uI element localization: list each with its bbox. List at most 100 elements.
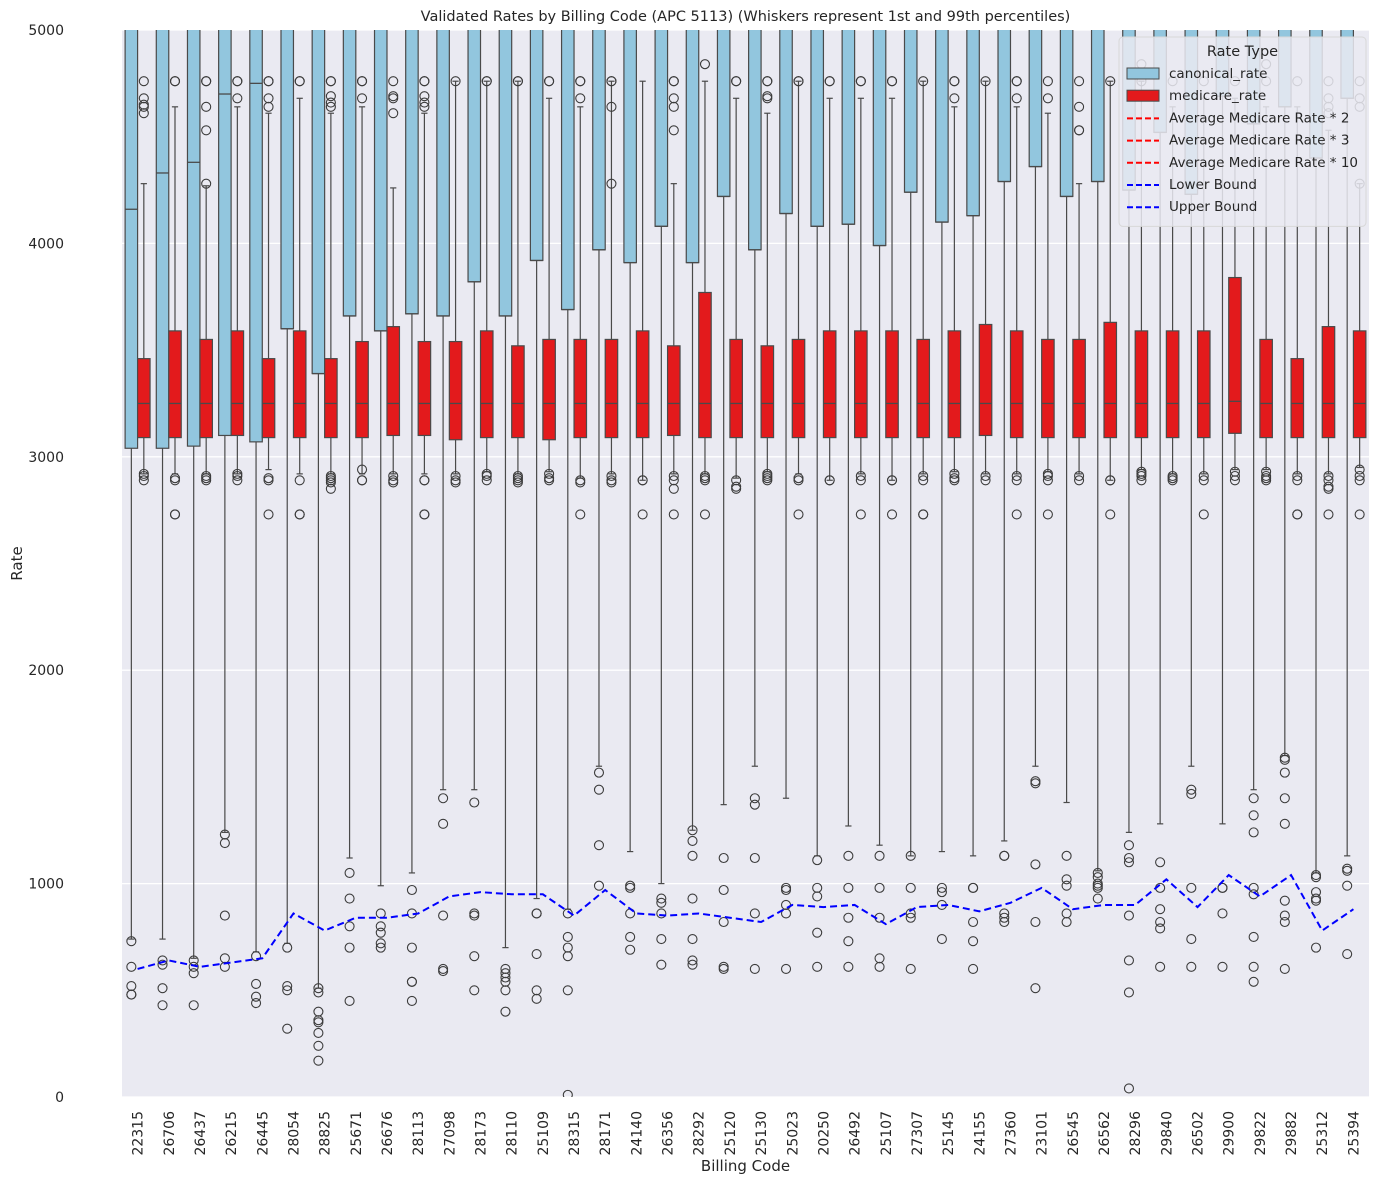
canonical-26356-flier: [656, 908, 667, 919]
medicare-20250-flier: [824, 76, 835, 87]
canonical-28171-flier: [593, 767, 605, 778]
medicare-28171-flier: [606, 470, 617, 482]
medicare-26356-flier: [668, 509, 679, 520]
canonical-28825-flier: [313, 1055, 324, 1066]
medicare-26356-flier: [668, 470, 679, 482]
medicare-26502-flier: [1198, 475, 1209, 486]
canonical-26437-box: [186, 30, 201, 447]
canonical-26676: [373, 30, 388, 953]
canonical-24155-flier: [968, 936, 979, 947]
canonical-26356: [654, 30, 669, 970]
medicare-26492-flier: [855, 470, 866, 482]
canonical-29900-flier: [1217, 908, 1228, 919]
canonical-26445-box: [249, 30, 263, 443]
legend-item: Average Medicare Rate * 2: [1127, 110, 1349, 126]
legend-item: Average Medicare Rate * 10: [1127, 155, 1358, 171]
canonical-25109-flier: [531, 948, 542, 960]
canonical-20250-flier: [812, 961, 823, 972]
x-tick-label: 26215: [224, 1111, 240, 1156]
canonical-25023-flier: [780, 908, 792, 919]
y-tick-label: 0: [55, 1090, 64, 1106]
x-tick-label: 26502: [1191, 1111, 1207, 1156]
canonical-28315-flier: [562, 985, 573, 996]
canonical-28110-box: [498, 30, 513, 317]
medicare-24140-box: [635, 330, 650, 439]
medicare-26676-flier: [388, 91, 399, 102]
canonical-28113-box: [405, 30, 419, 315]
medicare-28315-box: [573, 338, 588, 439]
medicare-28173-flier: [481, 76, 492, 87]
canonical-28296-flier: [1123, 910, 1135, 921]
canonical-28292-flier: [687, 825, 698, 836]
canonical-25107-flier: [874, 850, 885, 861]
canonical-28054-flier: [282, 980, 293, 992]
medicare-28315: [573, 76, 588, 520]
medicare-26356-flier: [668, 76, 679, 87]
canonical-24155: [966, 30, 980, 975]
canonical-22315-flier: [126, 936, 137, 947]
medicare-27360-box: [1009, 330, 1024, 439]
medicare-27307-box: [916, 338, 931, 439]
medicare-28296-flier: [1136, 470, 1147, 482]
canonical-20250-flier: [812, 927, 823, 938]
medicare-22315-flier: [138, 475, 149, 486]
medicare-25671-box: [355, 340, 369, 439]
x-tick-label: 26437: [193, 1111, 209, 1156]
medicare-25130: [760, 76, 775, 486]
medicare-26437-box: [199, 338, 214, 439]
y-tick-label: 2000: [28, 663, 64, 679]
canonical-26562-flier: [1092, 867, 1103, 878]
medicare-26437-flier: [201, 475, 212, 486]
canonical-26215-flier: [219, 910, 230, 921]
canonical-23101-flier: [1030, 778, 1041, 789]
medicare-26706-box: [168, 330, 182, 439]
canonical-28315-box: [560, 30, 575, 311]
canonical-27360: [997, 30, 1012, 928]
canonical-25130-flier: [749, 852, 760, 864]
medicare-29840-flier: [1167, 475, 1178, 486]
medicare-25394-flier: [1354, 475, 1365, 486]
canonical-26706-flier: [157, 1000, 168, 1011]
canonical-28296-flier: [1123, 955, 1135, 966]
canonical-28054-flier: [282, 985, 293, 996]
medicare-25394-flier: [1354, 464, 1365, 475]
medicare-26445: [261, 76, 276, 520]
canonical-25312-flier: [1310, 942, 1322, 953]
x-tick-label: 25109: [536, 1111, 552, 1156]
medicare-28825: [324, 76, 338, 494]
canonical-28173-flier: [469, 951, 480, 962]
medicare-26545-flier: [1074, 125, 1085, 136]
canonical-27098-flier: [438, 818, 449, 829]
canonical-29882-flier: [1279, 793, 1290, 804]
canonical-25671-box: [342, 30, 357, 317]
box-layer: [124, 30, 1367, 1097]
medicare-28825-flier: [325, 483, 336, 494]
canonical-26437-flier: [188, 961, 199, 972]
x-tick-label: 29900: [1222, 1111, 1238, 1156]
medicare-25023-box: [791, 338, 806, 439]
x-tick-label: 25120: [723, 1111, 739, 1156]
legend: Rate Type canonical_rate medicare_rate Aver…: [1118, 36, 1367, 227]
canonical-25120-flier: [718, 884, 729, 896]
canonical-26562-box: [1090, 30, 1105, 183]
canonical-25120-flier: [718, 963, 729, 975]
canonical-23101-flier: [1030, 916, 1041, 928]
medicare-28315-flier: [575, 477, 586, 488]
medicare-26437-flier: [201, 178, 212, 189]
medicare-26437: [199, 76, 214, 486]
canonical-25023: [779, 30, 793, 975]
medicare-28113-flier: [419, 76, 430, 87]
medicare-29882-flier: [1292, 509, 1303, 520]
medicare-27307-flier: [918, 76, 929, 87]
medicare-26492-flier: [855, 475, 866, 486]
medicare-23101-flier: [1042, 475, 1053, 486]
medicare-29900: [1228, 76, 1242, 486]
x-tick-label: 26492: [848, 1111, 864, 1156]
canonical-26502-flier: [1186, 961, 1197, 972]
canonical-26445-flier: [251, 991, 262, 1002]
medicare-26562-flier: [1105, 475, 1116, 486]
canonical-25120-flier: [718, 852, 729, 864]
y-tick-label: 4000: [28, 236, 64, 252]
medicare-20250-box: [822, 330, 837, 439]
medicare-26356: [666, 76, 681, 520]
